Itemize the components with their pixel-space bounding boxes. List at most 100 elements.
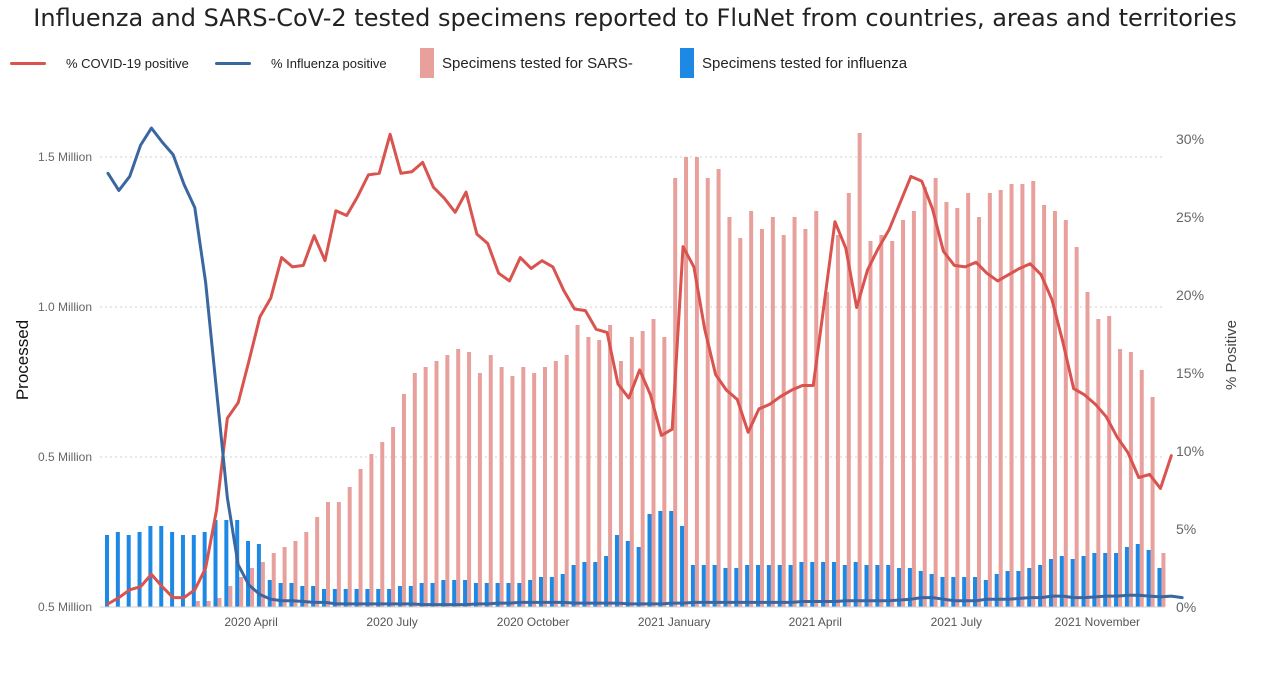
influenza-specimen-bar[interactable] xyxy=(571,565,576,607)
sars-specimen-bar[interactable] xyxy=(1063,220,1068,607)
influenza-specimen-bar[interactable] xyxy=(191,535,196,607)
sars-specimen-bar[interactable] xyxy=(944,202,949,607)
sars-specimen-bar[interactable] xyxy=(760,229,764,607)
influenza-specimen-bar[interactable] xyxy=(473,583,478,607)
influenza-specimen-bar[interactable] xyxy=(831,562,836,607)
influenza-specimen-bar[interactable] xyxy=(864,565,869,607)
sars-specimen-bar[interactable] xyxy=(629,337,634,607)
influenza-specimen-bar[interactable] xyxy=(463,580,468,607)
influenza-specimen-bar[interactable] xyxy=(376,589,381,607)
sars-specimen-bar[interactable] xyxy=(1074,247,1079,607)
influenza-specimen-bar[interactable] xyxy=(734,568,739,607)
influenza-specimen-bar[interactable] xyxy=(756,565,760,607)
sars-specimen-bar[interactable] xyxy=(803,229,808,607)
sars-specimen-bar[interactable] xyxy=(922,187,927,607)
influenza-specimen-bar[interactable] xyxy=(1146,550,1151,607)
sars-specimen-bar[interactable] xyxy=(1009,184,1014,607)
sars-specimen-bar[interactable] xyxy=(825,292,830,607)
sars-specimen-bar[interactable] xyxy=(206,601,211,607)
influenza-specimen-bar[interactable] xyxy=(1114,553,1119,607)
sars-specimen-bar[interactable] xyxy=(868,241,873,607)
influenza-specimen-bar[interactable] xyxy=(1027,568,1032,607)
sars-specimen-bar[interactable] xyxy=(1139,370,1144,607)
influenza-specimen-bar[interactable] xyxy=(1059,556,1064,607)
influenza-specimen-bar[interactable] xyxy=(441,580,446,607)
influenza-specimen-bar[interactable] xyxy=(311,586,316,607)
influenza-specimen-bar[interactable] xyxy=(539,577,543,607)
sars-specimen-bar[interactable] xyxy=(857,133,862,607)
influenza-specimen-bar[interactable] xyxy=(669,511,674,607)
sars-specimen-bar[interactable] xyxy=(445,355,450,607)
sars-specimen-bar[interactable] xyxy=(1042,205,1047,607)
sars-specimen-bar[interactable] xyxy=(1096,319,1101,607)
sars-specimen-bar[interactable] xyxy=(282,547,287,607)
sars-specimen-bar[interactable] xyxy=(1161,553,1166,607)
influenza-specimen-bar[interactable] xyxy=(614,535,619,607)
sars-specimen-bar[interactable] xyxy=(738,238,743,607)
influenza-specimen-bar[interactable] xyxy=(788,565,793,607)
influenza-specimen-bar[interactable] xyxy=(1038,565,1043,607)
sars-specimen-bar[interactable] xyxy=(195,601,200,607)
sars-specimen-bar[interactable] xyxy=(727,217,732,607)
influenza-specimen-bar[interactable] xyxy=(766,565,771,607)
influenza-specimen-bar[interactable] xyxy=(712,565,717,607)
sars-specimen-bar[interactable] xyxy=(705,178,710,607)
sars-specimen-bar[interactable] xyxy=(1150,397,1155,607)
sars-specimen-bar[interactable] xyxy=(879,235,884,607)
influenza-specimen-bar[interactable] xyxy=(408,586,413,607)
sars-specimen-bar[interactable] xyxy=(217,598,222,607)
sars-specimen-bar[interactable] xyxy=(792,217,797,607)
influenza-specimen-bar[interactable] xyxy=(224,520,229,607)
influenza-specimen-bar[interactable] xyxy=(907,568,912,607)
influenza-specimen-bar[interactable] xyxy=(1081,556,1086,607)
influenza-specimen-bar[interactable] xyxy=(680,526,685,607)
influenza-specimen-bar[interactable] xyxy=(213,520,218,607)
influenza-specimen-bar[interactable] xyxy=(604,556,609,607)
influenza-specimen-bar[interactable] xyxy=(528,580,533,607)
sars-specimen-bar[interactable] xyxy=(543,367,547,607)
sars-specimen-bar[interactable] xyxy=(391,427,396,607)
influenza-specimen-bar[interactable] xyxy=(180,535,185,607)
influenza-specimen-bar[interactable] xyxy=(148,526,153,607)
sars-specimen-bar[interactable] xyxy=(260,562,265,607)
influenza-specimen-bar[interactable] xyxy=(387,589,392,607)
sars-specimen-bar[interactable] xyxy=(564,355,569,607)
sars-specimen-bar[interactable] xyxy=(586,337,591,607)
influenza-specimen-bar[interactable] xyxy=(962,577,967,607)
sars-specimen-bar[interactable] xyxy=(1107,316,1112,607)
sars-specimen-bar[interactable] xyxy=(347,487,352,607)
influenza-specimen-bar[interactable] xyxy=(495,583,500,607)
influenza-specimen-bar[interactable] xyxy=(278,583,283,607)
influenza-specimen-bar[interactable] xyxy=(983,580,988,607)
sars-specimen-bar[interactable] xyxy=(380,442,385,607)
influenza-specimen-bar[interactable] xyxy=(821,562,826,607)
sars-specimen-bar[interactable] xyxy=(401,394,406,607)
influenza-specimen-bar[interactable] xyxy=(1016,571,1021,607)
influenza-specimen-bar[interactable] xyxy=(918,571,923,607)
sars-specimen-bar[interactable] xyxy=(814,211,819,607)
influenza-specimen-bar[interactable] xyxy=(897,568,902,607)
sars-specimen-bar[interactable] xyxy=(456,349,461,607)
sars-specimen-bar[interactable] xyxy=(434,361,439,607)
sars-specimen-bar[interactable] xyxy=(966,193,971,607)
sars-specimen-bar[interactable] xyxy=(412,373,417,607)
influenza-specimen-bar[interactable] xyxy=(267,580,272,607)
influenza-specimen-bar[interactable] xyxy=(332,589,337,607)
sars-specimen-bar[interactable] xyxy=(770,217,775,607)
influenza-specimen-bar[interactable] xyxy=(810,562,815,607)
sars-specimen-bar[interactable] xyxy=(987,193,992,607)
influenza-specimen-bar[interactable] xyxy=(1005,571,1010,607)
sars-specimen-bar[interactable] xyxy=(597,340,602,607)
sars-specimen-bar[interactable] xyxy=(239,577,244,607)
influenza-specimen-bar[interactable] xyxy=(365,589,370,607)
sars-specimen-bar[interactable] xyxy=(640,331,645,607)
sars-specimen-bar[interactable] xyxy=(521,367,526,607)
sars-specimen-bar[interactable] xyxy=(1118,349,1123,607)
influenza-specimen-bar[interactable] xyxy=(1103,553,1108,607)
sars-specimen-bar[interactable] xyxy=(315,517,320,607)
sars-specimen-bar[interactable] xyxy=(488,355,493,607)
influenza-specimen-bar[interactable] xyxy=(105,535,109,607)
influenza-specimen-bar[interactable] xyxy=(690,565,695,607)
influenza-specimen-bar[interactable] xyxy=(799,562,804,607)
influenza-specimen-bar[interactable] xyxy=(940,577,945,607)
